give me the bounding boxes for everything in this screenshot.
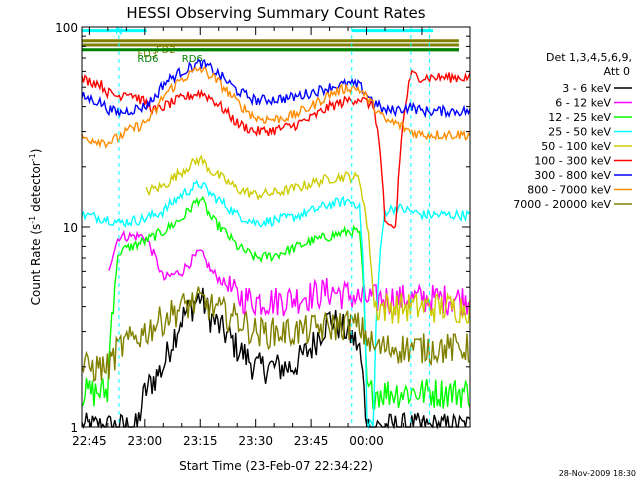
legend-entry-label: 6 - 12 keV [555, 97, 611, 110]
legend-entry-label: 800 - 7000 keV [527, 184, 611, 197]
series-line [81, 195, 471, 410]
x-tick-label: 22:45 [72, 434, 107, 448]
x-tick-label: 00:00 [349, 434, 384, 448]
legend-entry-label: 3 - 6 keV [562, 82, 611, 95]
flag-label: RD6 [137, 54, 158, 65]
y-label-sup1: -1 [28, 216, 37, 224]
legend-entry-label: 25 - 50 keV [548, 126, 611, 139]
y-label-mid: detector [29, 161, 43, 216]
timestamp: 28-Nov-2009 18:30 [559, 469, 636, 478]
observing-flags: NFD2FD3RD6RD6 [82, 27, 459, 65]
series-layer [81, 58, 471, 430]
legend-entry-label: 100 - 300 keV [534, 155, 611, 168]
legend-entry-label: 7000 - 20000 keV [513, 198, 611, 211]
y-tick-label: 1 [70, 421, 78, 435]
x-tick-label: 23:15 [183, 434, 218, 448]
flag-label: N [115, 27, 122, 38]
flag-label: FD3 [137, 49, 157, 60]
series-line [81, 58, 471, 119]
y-label-main: Count Rate (s [29, 224, 43, 306]
y-tick-label: 100 [55, 21, 78, 35]
series-line [81, 287, 471, 430]
plot-frame [81, 26, 471, 428]
y-axis: 1 10 100 [55, 21, 470, 435]
x-axis: 22:45 23:00 23:15 23:30 23:45 00:00 [72, 27, 423, 448]
eclipse-lines [118, 27, 430, 427]
legend-heading-detectors: Det 1,3,4,5,6,9, [546, 51, 632, 64]
x-tick-label: 23:00 [128, 434, 163, 448]
legend-entry-label: 12 - 25 keV [548, 111, 611, 124]
legend-entry-label: 300 - 800 keV [534, 169, 611, 182]
x-tick-label: 23:30 [238, 434, 273, 448]
y-axis-label: Count Rate (s-1 detector-1) [28, 149, 43, 306]
x-tick-label: 23:45 [294, 434, 329, 448]
series-line [81, 179, 471, 430]
legend: Det 1,3,4,5,6,9, Att 0 3 - 6 keV 6 - 12 k… [513, 51, 632, 211]
legend-entry-label: 50 - 100 keV [541, 140, 611, 153]
flag-label: RD6 [182, 54, 203, 65]
series-line [145, 154, 471, 324]
series-line [81, 69, 471, 229]
x-axis-label: Start Time (23-Feb-07 22:34:22) [179, 459, 373, 473]
series-line [108, 229, 471, 317]
y-label-sup2: -1 [28, 153, 37, 161]
y-label-end: ) [29, 149, 43, 154]
legend-heading-attenuator: Att 0 [604, 65, 630, 78]
chart-title: HESSI Observing Summary Count Rates [126, 4, 425, 22]
series-line [81, 65, 471, 149]
series-line [81, 286, 471, 383]
y-tick-label: 10 [63, 221, 78, 235]
